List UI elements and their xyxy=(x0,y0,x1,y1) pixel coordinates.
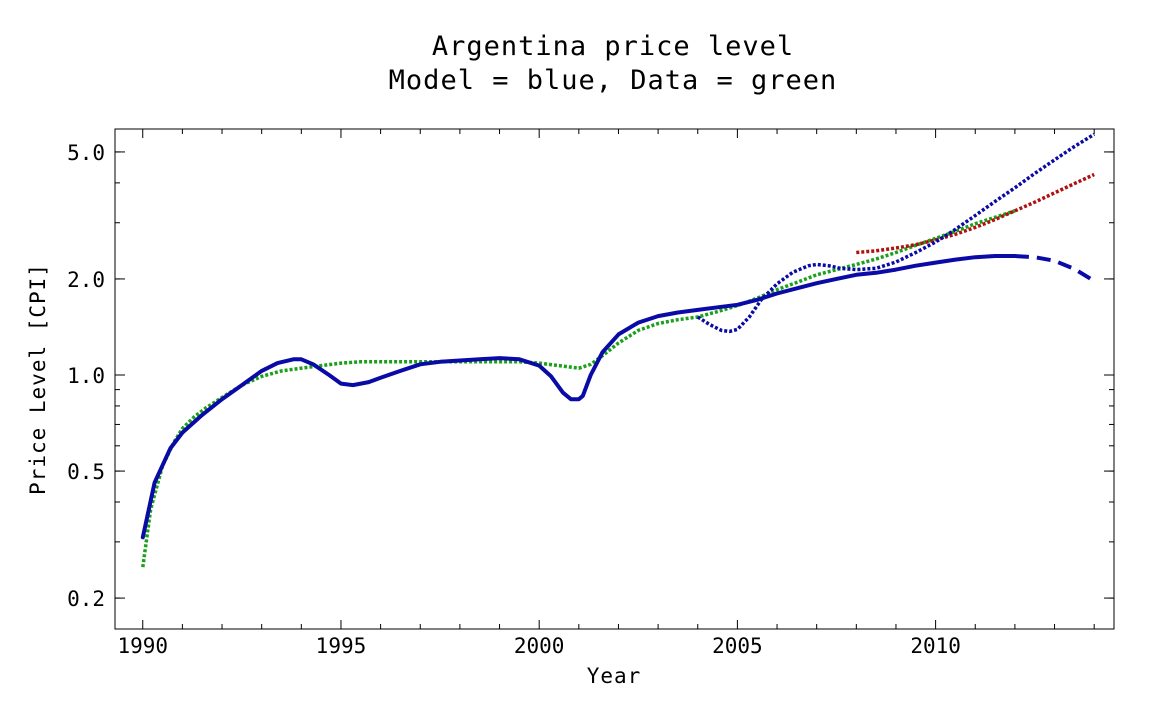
axis-ticks: 1990 1995 2000 2005 2010 0.2 0.5 1.0 2.0 5.0 xyxy=(67,129,1114,658)
y-tick-label: 2.0 xyxy=(67,268,105,292)
series-line-4 xyxy=(856,172,1095,255)
series-layer xyxy=(140,132,1096,568)
x-tick-label: 2000 xyxy=(514,634,565,658)
y-tick-label: 0.2 xyxy=(67,587,105,611)
series-line-2 xyxy=(141,209,1016,568)
y-tick-label: 5.0 xyxy=(67,141,105,165)
x-tick-label: 1990 xyxy=(117,634,168,658)
x-tick-label: 2010 xyxy=(910,634,961,658)
x-axis-label: Year xyxy=(587,664,642,688)
x-tick-label: 2005 xyxy=(712,634,763,658)
chart-title: Argentina price level xyxy=(432,31,794,62)
y-tick-label: 0.5 xyxy=(67,460,105,484)
y-tick-label: 1.0 xyxy=(67,364,105,388)
series-line-0 xyxy=(140,254,1017,540)
x-tick-label: 1995 xyxy=(316,634,367,658)
chart-subtitle: Model = blue, Data = green xyxy=(389,65,838,96)
y-axis-label: Price Level [CPI] xyxy=(26,263,50,495)
plot-frame xyxy=(114,128,1115,630)
series-line-1 xyxy=(1014,254,1096,283)
series-line-3 xyxy=(696,132,1096,334)
